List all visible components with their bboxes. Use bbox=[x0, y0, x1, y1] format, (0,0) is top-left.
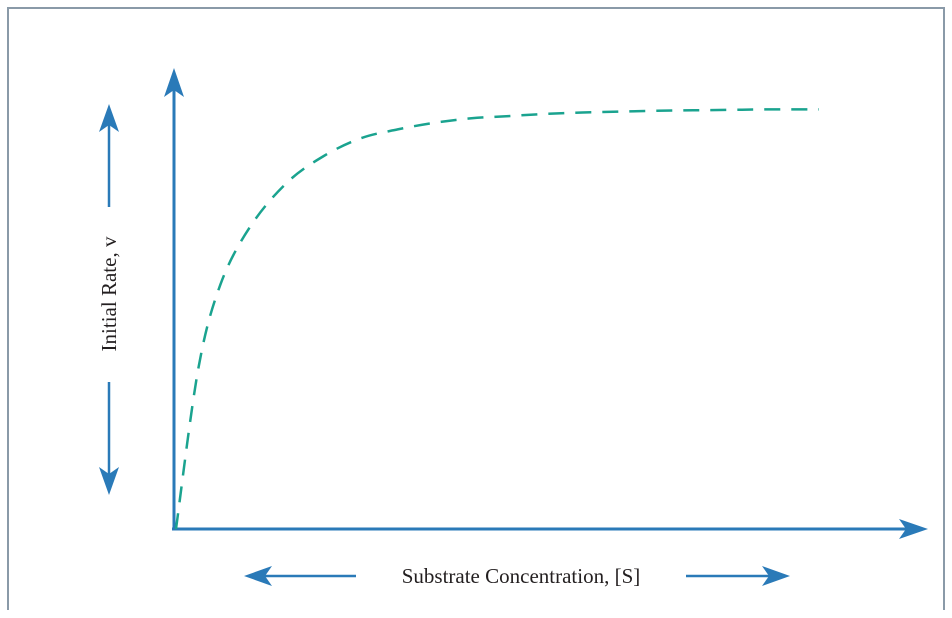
x-axis-label: Substrate Concentration, [S] bbox=[402, 564, 641, 588]
data-point-0-4 bbox=[284, 180, 290, 186]
y-axis-label: Initial Rate, v bbox=[97, 236, 121, 351]
x-label-arrowhead-left bbox=[244, 566, 272, 586]
x-axis-arrowhead bbox=[899, 519, 928, 539]
series-layer bbox=[174, 107, 819, 530]
data-point-0-16 bbox=[727, 107, 733, 113]
x-label-arrowhead-right bbox=[762, 566, 790, 586]
y-axis-arrowhead bbox=[164, 68, 184, 97]
data-point-0-11 bbox=[543, 111, 549, 117]
y-axis-label-group: Initial Rate, v bbox=[97, 104, 121, 495]
y-label-arrowhead-up bbox=[99, 104, 119, 132]
series-line-0 bbox=[174, 108, 819, 530]
x-axis-label-group: Substrate Concentration, [S] bbox=[244, 564, 790, 588]
y-label-arrowhead-down bbox=[99, 467, 119, 495]
frame-border bbox=[7, 7, 945, 610]
data-point-0-8 bbox=[432, 120, 438, 126]
